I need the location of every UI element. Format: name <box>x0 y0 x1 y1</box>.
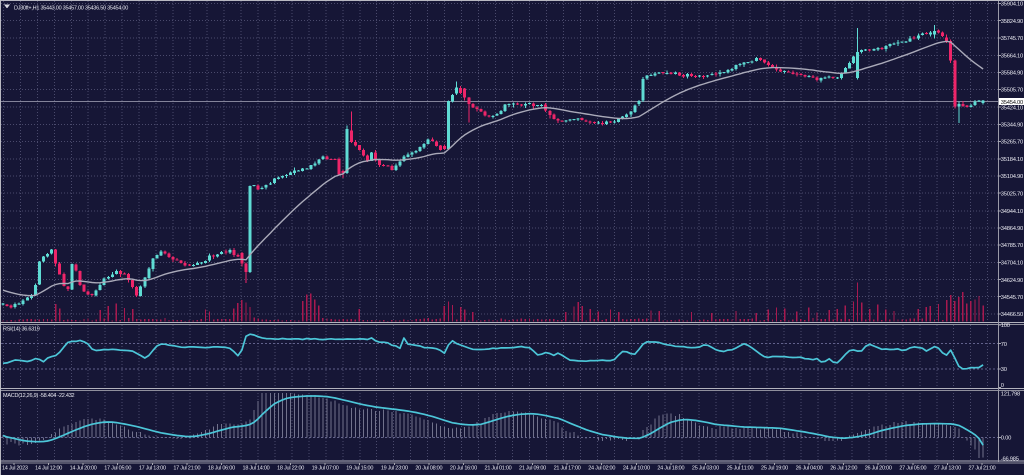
svg-text:35904.10: 35904.10 <box>1001 2 1023 8</box>
svg-text:0.00: 0.00 <box>1001 436 1011 442</box>
svg-text:19 Jul 15:00: 19 Jul 15:00 <box>346 466 373 472</box>
svg-text:35344.90: 35344.90 <box>1001 122 1023 128</box>
svg-text:35025.70: 35025.70 <box>1001 191 1023 197</box>
svg-text:0: 0 <box>1001 383 1004 389</box>
svg-text:18 Jul 14:00: 18 Jul 14:00 <box>243 466 270 472</box>
svg-text:20 Jul 08:00: 20 Jul 08:00 <box>415 466 442 472</box>
svg-text:17 Jul 05:00: 17 Jul 05:00 <box>104 466 131 472</box>
svg-text:14 Jul 12:00: 14 Jul 12:00 <box>35 466 62 472</box>
svg-text:19 Jul 07:00: 19 Jul 07:00 <box>312 466 339 472</box>
svg-text:70: 70 <box>1001 342 1007 348</box>
svg-text:35265.70: 35265.70 <box>1001 140 1023 146</box>
svg-text:34545.70: 34545.70 <box>1001 295 1023 301</box>
svg-text:26 Jul 20:00: 26 Jul 20:00 <box>865 466 892 472</box>
svg-text:25 Jul 03:00: 25 Jul 03:00 <box>692 466 719 472</box>
svg-text:25 Jul 19:00: 25 Jul 19:00 <box>761 466 788 472</box>
svg-text:121.798: 121.798 <box>1001 392 1020 398</box>
svg-text:34624.90: 34624.90 <box>1001 278 1023 284</box>
svg-text:MACD(12,26,9) -58.404 -22.432: MACD(12,26,9) -58.404 -22.432 <box>3 393 75 399</box>
svg-text:17 Jul 21:00: 17 Jul 21:00 <box>173 466 200 472</box>
svg-text:25 Jul 11:00: 25 Jul 11:00 <box>727 466 754 472</box>
svg-text:30: 30 <box>1001 367 1007 373</box>
svg-text:100: 100 <box>1001 323 1010 329</box>
svg-text:18 Jul 06:00: 18 Jul 06:00 <box>208 466 235 472</box>
svg-text:20 Jul 16:00: 20 Jul 16:00 <box>450 466 477 472</box>
svg-text:34864.90: 34864.90 <box>1001 226 1023 232</box>
svg-text:35745.70: 35745.70 <box>1001 36 1023 42</box>
svg-text:14 Jul 2023: 14 Jul 2023 <box>2 466 28 472</box>
svg-text:27 Jul 05:00: 27 Jul 05:00 <box>899 466 926 472</box>
svg-text:14 Jul 20:00: 14 Jul 20:00 <box>70 466 97 472</box>
svg-text:DJ30ft+,H1 35443.00 35457.00: DJ30ft+,H1 35443.00 35457.00 35436.50 35… <box>14 5 128 11</box>
svg-text:24 Jul 02:00: 24 Jul 02:00 <box>588 466 615 472</box>
svg-text:18 Jul 22:00: 18 Jul 22:00 <box>277 466 304 472</box>
svg-text:17 Jul 13:00: 17 Jul 13:00 <box>139 466 166 472</box>
svg-text:35505.70: 35505.70 <box>1001 88 1023 94</box>
svg-text:34704.10: 34704.10 <box>1001 261 1023 267</box>
svg-text:19 Jul 23:00: 19 Jul 23:00 <box>381 466 408 472</box>
svg-text:24 Jul 10:00: 24 Jul 10:00 <box>623 466 650 472</box>
svg-text:-66.985: -66.985 <box>1001 456 1019 462</box>
svg-text:RSI(14) 36.6319: RSI(14) 36.6319 <box>3 327 40 333</box>
svg-text:34944.10: 34944.10 <box>1001 209 1023 215</box>
svg-text:26 Jul 12:00: 26 Jul 12:00 <box>830 466 857 472</box>
svg-text:35184.10: 35184.10 <box>1001 157 1023 163</box>
svg-text:35824.90: 35824.90 <box>1001 19 1023 25</box>
svg-text:35104.90: 35104.90 <box>1001 174 1023 180</box>
svg-text:34785.70: 34785.70 <box>1001 243 1023 249</box>
svg-text:35664.10: 35664.10 <box>1001 54 1023 60</box>
svg-text:27 Jul 13:00: 27 Jul 13:00 <box>934 466 961 472</box>
svg-text:35584.90: 35584.90 <box>1001 71 1023 77</box>
svg-text:27 Jul 21:00: 27 Jul 21:00 <box>969 466 996 472</box>
svg-text:24 Jul 18:00: 24 Jul 18:00 <box>657 466 684 472</box>
svg-text:21 Jul 01:00: 21 Jul 01:00 <box>485 466 512 472</box>
svg-text:21 Jul 09:00: 21 Jul 09:00 <box>519 466 546 472</box>
svg-text:35424.10: 35424.10 <box>1001 105 1023 111</box>
svg-text:26 Jul 04:00: 26 Jul 04:00 <box>796 466 823 472</box>
svg-text:35454.00: 35454.00 <box>1001 100 1023 106</box>
svg-text:34466.50: 34466.50 <box>1001 312 1023 318</box>
svg-text:21 Jul 17:00: 21 Jul 17:00 <box>554 466 581 472</box>
